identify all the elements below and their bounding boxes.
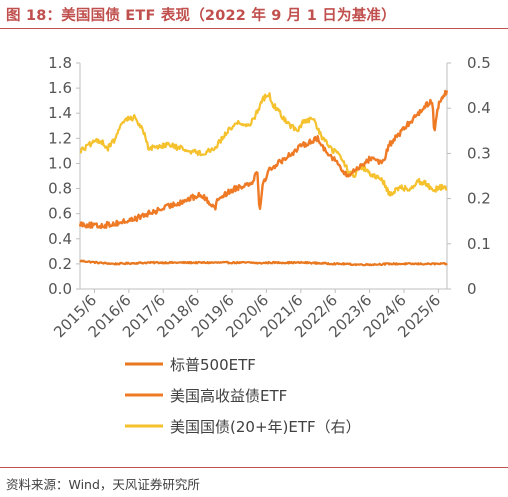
y2-tick-label: 0.5 (467, 54, 491, 72)
y-tick-label: 0.2 (48, 255, 72, 273)
y2-tick-label: 0.3 (467, 144, 491, 162)
header-rule (0, 28, 508, 29)
y-tick-label: 1.8 (48, 54, 72, 72)
y2-tick-label: 0.4 (467, 99, 491, 117)
legend-item-treasury-20y-etf-label: 美国国债(20+年)ETF（右） (170, 418, 361, 436)
figure-title: 图 18：美国国债 ETF 表现（2022 年 9 月 1 日为基准） (6, 8, 396, 24)
figure-header: 图 18：美国国债 ETF 表现（2022 年 9 月 1 日为基准） (0, 0, 508, 30)
y2-tick-label: 0.1 (467, 235, 491, 253)
y-tick-label: 1.2 (48, 129, 72, 147)
y-tick-label: 1.6 (48, 79, 72, 97)
x-axis-tick-labels: 2015/62016/62017/62018/62019/62020/62021… (50, 291, 444, 341)
y2-tick-label: 0.2 (467, 190, 491, 208)
legend-item-high-yield-etf-label: 美国高收益债ETF (170, 387, 287, 405)
line-chart: 0.0 0.2 0.4 0.6 0.8 1.0 1.2 1.4 1.6 1.8 0 0.1 0.2 0.3… (48, 54, 491, 436)
y-tick-label: 0.6 (48, 205, 72, 223)
y-tick-label: 0.4 (48, 230, 72, 248)
footer-rule (0, 467, 508, 468)
y-tick-label: 0.0 (48, 280, 72, 298)
y-tick-label: 1.0 (48, 154, 72, 172)
source-note: 资料来源：Wind，天风证券研究所 (6, 477, 200, 492)
series-line-sp500-etf (79, 259, 448, 267)
series-line-high-yield-etf (78, 89, 449, 230)
chart-legend: 标普500ETF 美国高收益债ETF 美国国债(20+年)ETF（右） (125, 356, 361, 436)
y2-tick-label: 0 (467, 280, 477, 298)
y-tick-label: 0.8 (48, 180, 72, 198)
series-line-treasury-20y-etf (79, 92, 448, 197)
chart-axes: 0.0 0.2 0.4 0.6 0.8 1.0 1.2 1.4 1.6 1.8 0 0.1 0.2 0.3… (48, 54, 491, 298)
legend-item-sp500-etf-label: 标普500ETF (170, 356, 256, 374)
y-tick-label: 1.4 (48, 104, 72, 122)
chart-series-lines (78, 89, 449, 267)
